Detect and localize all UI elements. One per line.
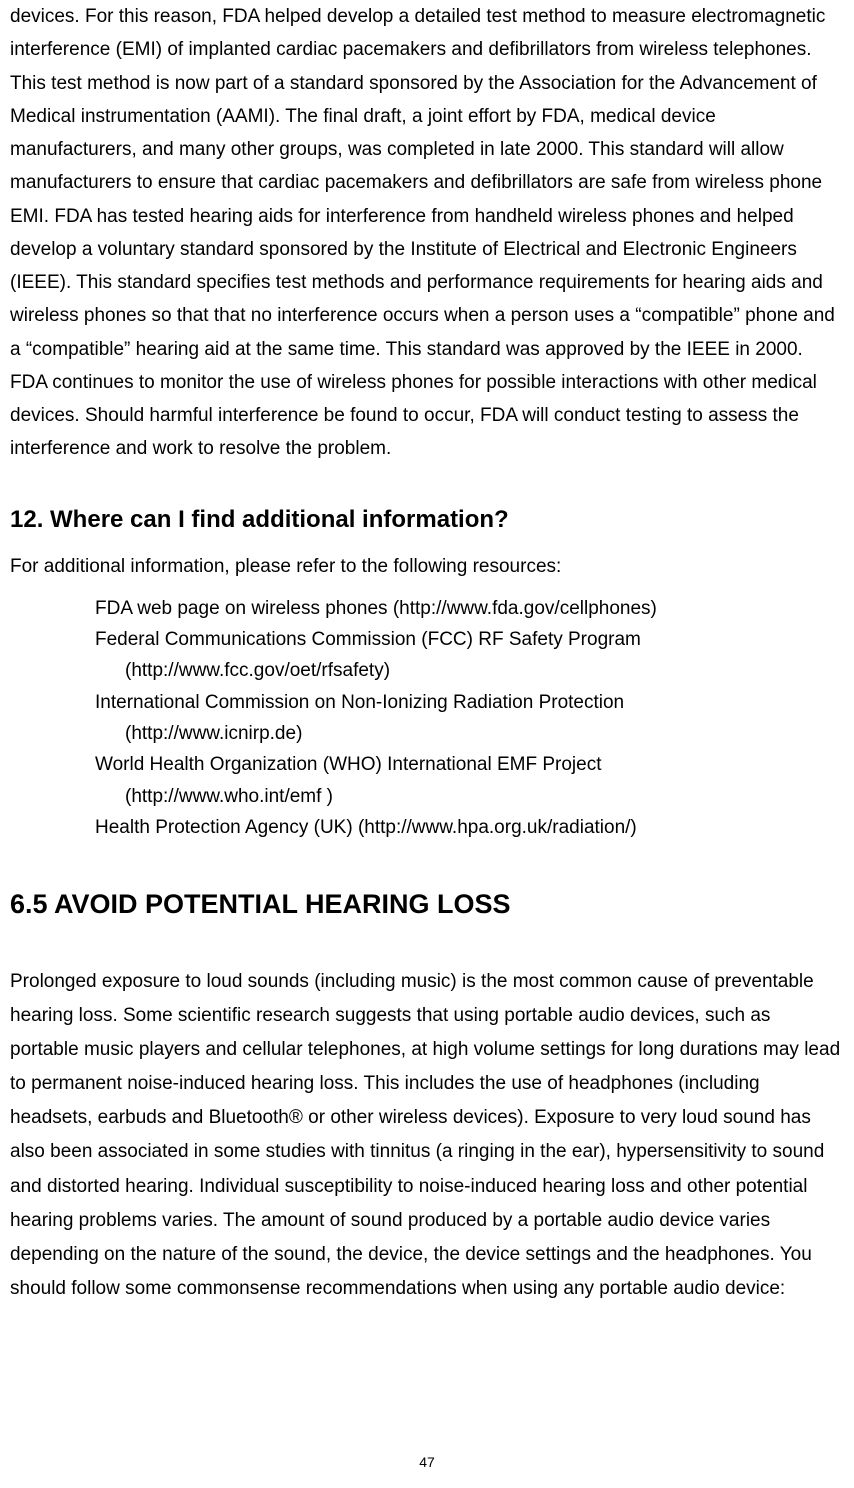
resource-item-who: World Health Organization (WHO) Internat… [95,749,844,780]
section-12-heading: 12. Where can I find additional informat… [10,506,844,534]
resource-list: FDA web page on wireless phones (http://… [95,593,844,844]
resource-item-hpa: Health Protection Agency (UK) (http://ww… [95,812,844,843]
resource-item-fda: FDA web page on wireless phones (http://… [95,593,844,624]
resource-url-fcc: (http://www.fcc.gov/oet/rfsafety) [125,655,844,686]
section-6-5-paragraph: Prolonged exposure to loud sounds (inclu… [10,965,844,1307]
section-12-intro: For additional information, please refer… [10,550,844,583]
resource-url-icnirp: (http://www.icnirp.de) [125,718,844,749]
section-6-5-heading: 6.5 AVOID POTENTIAL HEARING LOSS [10,889,844,920]
resource-url-who: (http://www.who.int/emf ) [125,781,844,812]
resource-item-fcc: Federal Communications Commission (FCC) … [95,624,844,655]
resource-item-icnirp: International Commission on Non-Ionizing… [95,687,844,718]
page-number: 47 [419,1454,435,1470]
intro-paragraph: devices. For this reason, FDA helped dev… [10,0,844,466]
